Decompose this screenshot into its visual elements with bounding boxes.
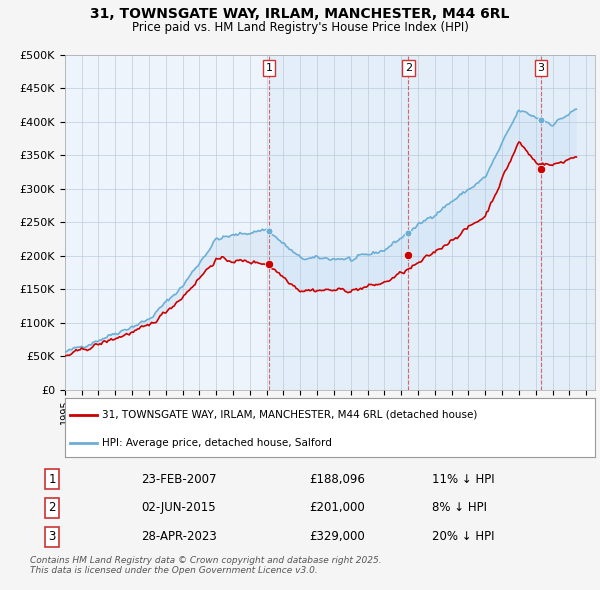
Bar [269, 55, 408, 390]
Bar [541, 55, 595, 390]
Text: 1: 1 [49, 473, 56, 486]
Bar [408, 55, 541, 390]
Text: 8% ↓ HPI: 8% ↓ HPI [432, 502, 487, 514]
Text: 20% ↓ HPI: 20% ↓ HPI [432, 530, 494, 543]
Text: HPI: Average price, detached house, Salford: HPI: Average price, detached house, Salf… [102, 438, 332, 447]
Text: 02-JUN-2015: 02-JUN-2015 [142, 502, 216, 514]
Text: 3: 3 [538, 63, 545, 73]
Text: 3: 3 [49, 530, 56, 543]
Text: 1: 1 [265, 63, 272, 73]
Text: 31, TOWNSGATE WAY, IRLAM, MANCHESTER, M44 6RL: 31, TOWNSGATE WAY, IRLAM, MANCHESTER, M4… [91, 7, 509, 21]
Text: 23-FEB-2007: 23-FEB-2007 [142, 473, 217, 486]
Text: 28-APR-2023: 28-APR-2023 [142, 530, 217, 543]
Bar [541, 55, 595, 390]
Text: 2: 2 [49, 502, 56, 514]
Text: 31, TOWNSGATE WAY, IRLAM, MANCHESTER, M44 6RL (detached house): 31, TOWNSGATE WAY, IRLAM, MANCHESTER, M4… [102, 410, 477, 419]
Text: £188,096: £188,096 [309, 473, 365, 486]
Text: £201,000: £201,000 [309, 502, 365, 514]
Text: Price paid vs. HM Land Registry's House Price Index (HPI): Price paid vs. HM Land Registry's House … [131, 21, 469, 34]
Text: 2: 2 [404, 63, 412, 73]
Text: £329,000: £329,000 [309, 530, 365, 543]
Text: 11% ↓ HPI: 11% ↓ HPI [432, 473, 494, 486]
Text: Contains HM Land Registry data © Crown copyright and database right 2025.
This d: Contains HM Land Registry data © Crown c… [30, 556, 382, 575]
